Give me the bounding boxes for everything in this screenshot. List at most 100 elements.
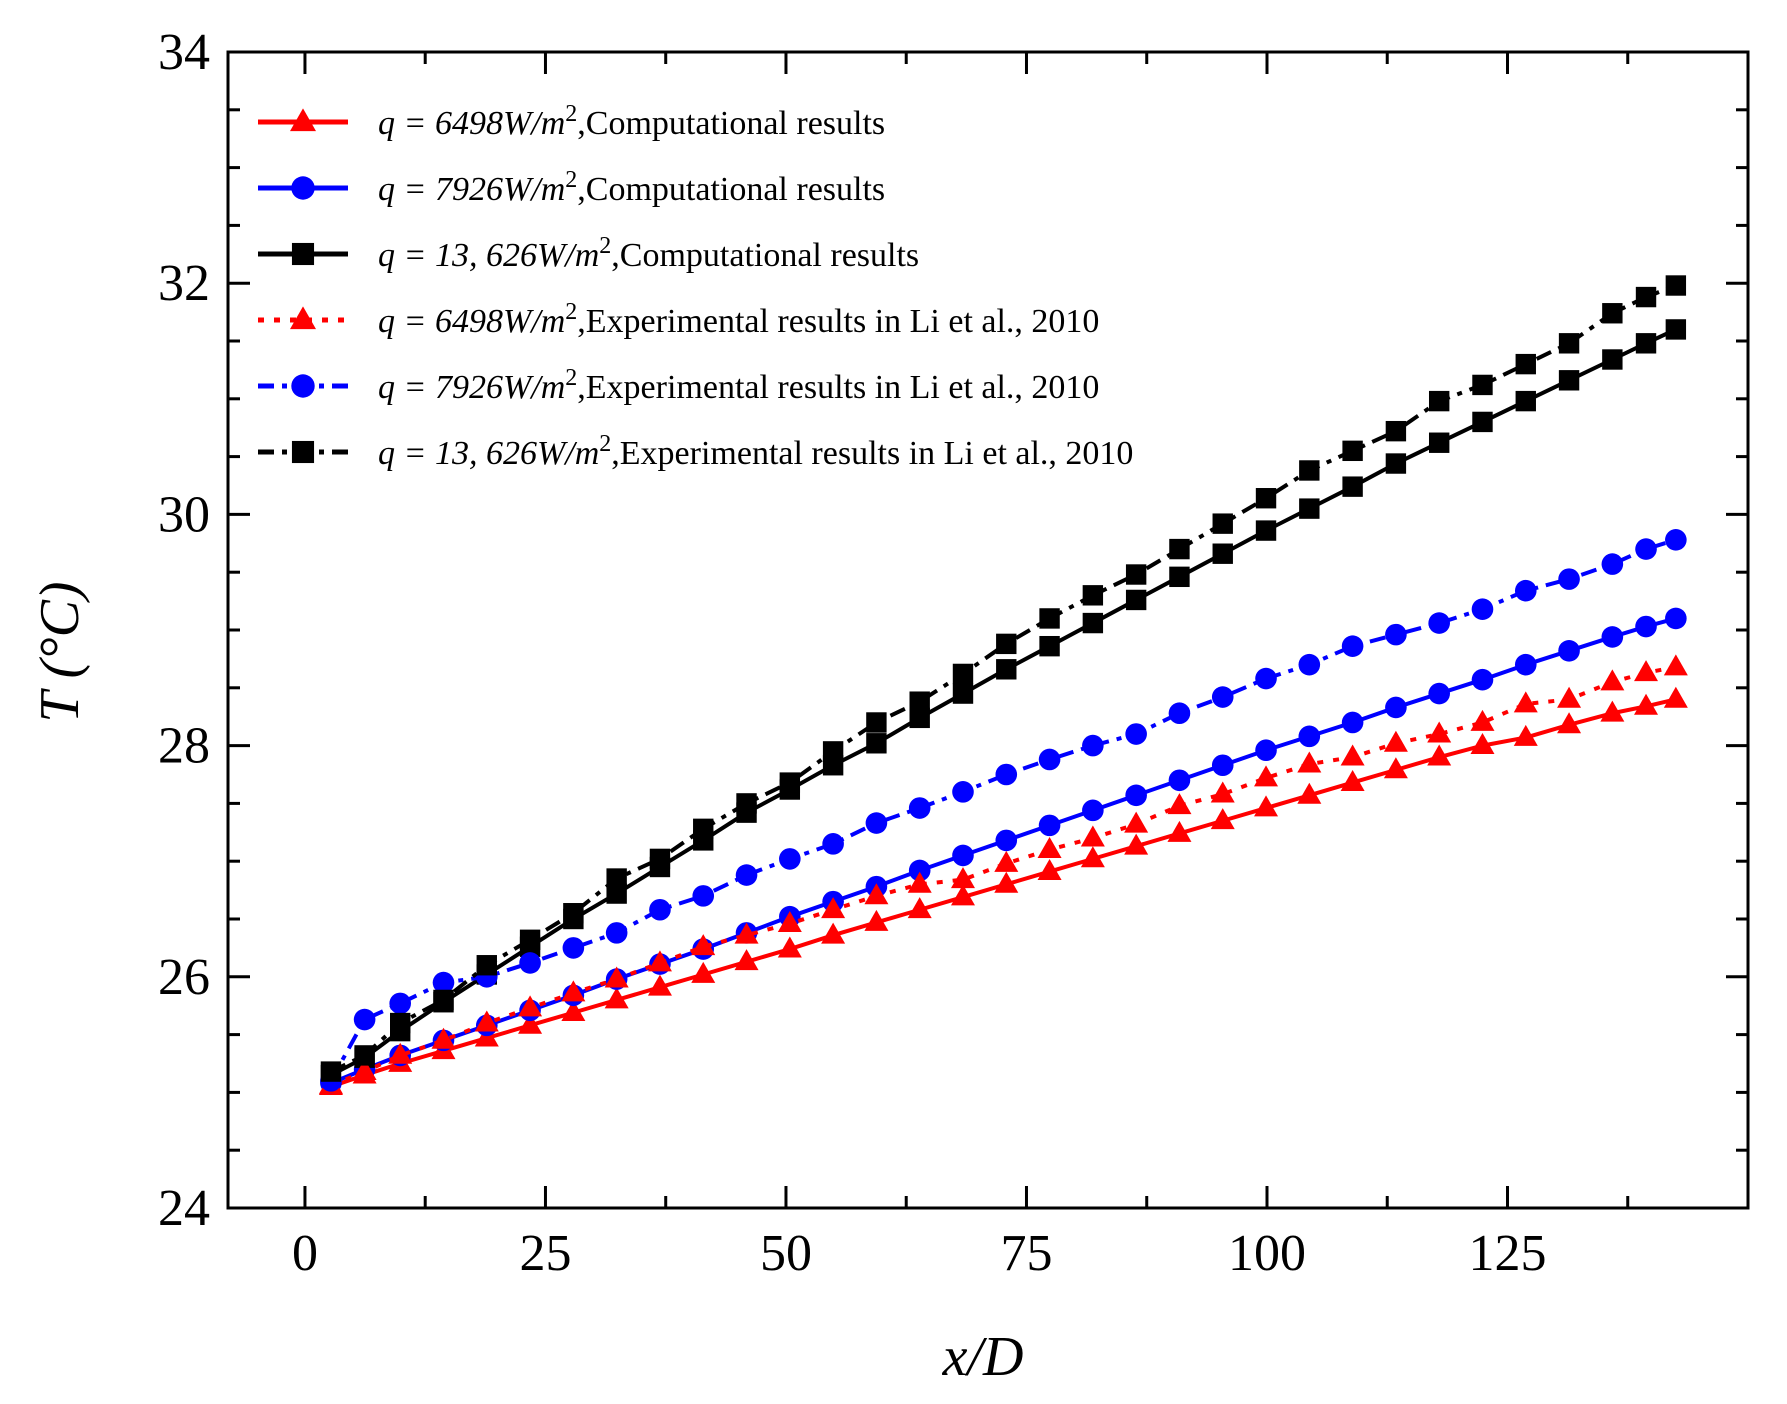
legend-unit-exponent: 2 [565,299,577,325]
data-point [1665,319,1687,340]
data-point [353,1008,376,1031]
data-point [432,971,455,994]
data-point [1211,686,1234,708]
series-6 [320,275,1687,1082]
data-point [320,1061,342,1082]
data-point [1558,568,1580,590]
x-tick-label: 125 [1468,1225,1546,1282]
series-group [318,275,1688,1096]
data-point [691,934,716,956]
data-point [647,950,672,972]
data-point [952,683,974,704]
data-point [1513,691,1538,713]
legend-label: q = 13, 626W/m2,Experimental results in … [378,431,1133,472]
data-point [389,992,412,1015]
data-point [1600,700,1625,722]
series-line [329,537,1677,1082]
legend-item-3: q = 13, 626W/m2,Computational results [258,233,919,274]
data-point [1635,286,1657,308]
data-point [1471,668,1494,691]
legend-unit: W/m [537,435,599,472]
data-point [604,966,629,988]
data-point [352,1058,377,1080]
data-point [736,793,757,814]
data-point [995,829,1018,852]
legend-unit: W/m [503,171,565,208]
data-point [777,911,802,933]
legend-item-6: q = 13, 626W/m2,Experimental results in … [258,431,1133,472]
data-point [1383,757,1408,779]
data-point [907,871,932,893]
data-point [777,936,802,958]
series-5 [320,529,1687,1092]
data-point [1297,782,1322,804]
data-point [1385,623,1407,646]
data-point [691,961,716,983]
data-point [1125,784,1147,807]
data-point [779,848,801,870]
data-point [1558,370,1580,391]
data-point [1342,440,1363,462]
legend-suffix: ,Experimental results in Li et al., 2010 [577,303,1099,340]
data-point [735,864,758,886]
data-point [647,974,672,996]
data-point [1515,390,1536,412]
x-tick-label: 50 [760,1225,812,1282]
data-point [909,707,930,729]
legend-q-value: q = 7926 [378,369,503,406]
data-point [1039,608,1060,629]
data-point [1514,653,1537,676]
data-point [1080,825,1105,847]
legend-label: q = 6498W/m2,Experimental results in Li … [378,299,1099,340]
data-point [562,937,585,959]
data-point [1342,476,1363,497]
x-tick-label: 100 [1228,1225,1306,1282]
data-point [1210,808,1235,830]
y-tick-label: 32 [158,255,210,312]
data-point [1254,795,1279,817]
data-point [474,1010,499,1032]
data-point [1169,538,1190,560]
data-point [1124,811,1149,833]
data-point [1513,724,1538,746]
legend-unit: W/m [503,369,565,406]
data-point [604,987,629,1009]
x-tick-label: 75 [1000,1225,1052,1282]
series-4 [318,654,1688,1094]
y-tick-label: 24 [158,1180,210,1237]
data-point [561,1000,586,1022]
data-point [865,812,888,834]
legend-unit-exponent: 2 [565,101,577,127]
data-point [692,885,715,907]
data-point [561,980,586,1002]
data-point [519,929,541,951]
data-point [822,833,844,855]
data-point [1663,686,1688,708]
data-point [1515,353,1536,375]
data-point [1557,686,1582,708]
data-point [734,949,759,971]
data-point [1471,598,1494,620]
data-point [950,867,975,889]
data-point [1472,411,1493,433]
data-point [1427,721,1452,743]
data-point [693,818,714,840]
legend-label: q = 7926W/m2,Experimental results in Li … [378,365,1099,406]
data-point [994,871,1019,893]
data-point [1255,667,1277,690]
data-point [1665,529,1687,551]
data-point [1600,669,1625,691]
x-tick-label: 0 [292,1225,318,1282]
data-point [821,922,846,944]
data-point [1634,693,1659,715]
legend-marker [291,242,315,266]
data-point [908,859,931,882]
legend-q-value: q = 13, 626 [378,435,537,472]
legend-unit: W/m [537,237,599,274]
legend-item-1: q = 6498W/m2,Computational results [258,101,885,142]
data-point [1470,733,1495,754]
data-point [1082,612,1104,634]
data-point [996,659,1017,680]
data-point [995,763,1018,786]
